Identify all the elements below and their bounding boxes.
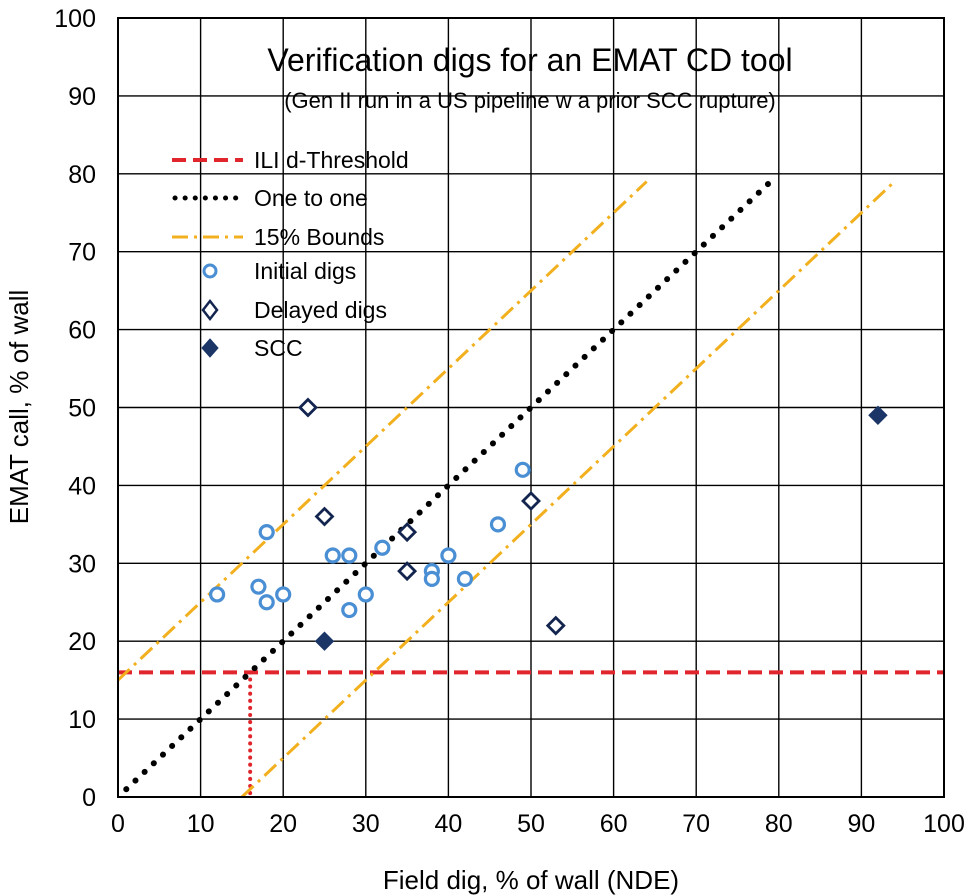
y-tick-label: 10 <box>68 706 96 734</box>
initial-dig-point <box>209 586 226 603</box>
y-tick-label: 20 <box>68 628 96 656</box>
legend-initial-label: Initial digs <box>254 258 356 284</box>
legend-scc-swatch <box>201 338 219 358</box>
initial-dig-point <box>258 524 275 541</box>
initial-dig-point <box>357 586 374 603</box>
x-tick-label: 0 <box>111 810 125 838</box>
y-tick-label: 0 <box>82 784 96 812</box>
initial-dig-point <box>341 601 358 619</box>
x-tick-label: 80 <box>765 810 793 838</box>
initial-dig-point <box>275 586 292 603</box>
x-tick-label: 100 <box>923 810 965 838</box>
x-tick-label: 90 <box>847 810 875 838</box>
chart-subtitle: (Gen II run in a US pipeline w a prior S… <box>284 88 776 113</box>
y-tick-label: 70 <box>68 239 96 267</box>
delayed-dig-point <box>397 522 418 543</box>
x-tick-label: 20 <box>269 810 297 838</box>
x-axis-label: Field dig, % of wall (NDE) <box>383 865 679 895</box>
legend-bounds-label: 15% Bounds <box>254 224 384 250</box>
legend-initial-swatch <box>202 263 218 279</box>
y-tick-label: 50 <box>68 395 96 423</box>
one-to-one-line <box>123 178 774 793</box>
x-tick-label: 10 <box>187 810 215 838</box>
y-axis-label: EMAT call, % of wall <box>4 290 34 525</box>
reference-lines <box>116 178 944 799</box>
initial-dig-point <box>456 570 474 587</box>
x-tick-labels: 0 10 20 30 40 50 60 70 80 90 100 <box>111 810 965 838</box>
chart-title: Verification digs for an EMAT CD tool <box>267 42 792 78</box>
delayed-dig-point <box>397 561 418 582</box>
x-tick-label: 30 <box>352 810 380 838</box>
delayed-dig-point <box>298 397 318 418</box>
y-tick-labels: 0 10 20 30 40 50 60 70 80 90 100 <box>54 5 96 812</box>
scc-point <box>868 405 888 425</box>
bounds-line-lower <box>240 180 896 799</box>
initial-dig-point <box>374 539 391 556</box>
delayed-dig-point <box>314 506 335 527</box>
y-tick-label: 80 <box>68 161 96 189</box>
y-tick-label: 60 <box>68 317 96 345</box>
y-tick-label: 100 <box>54 5 96 33</box>
initial-dig-point <box>514 461 531 478</box>
delayed-dig-point <box>545 615 566 636</box>
legend-one-to-one-label: One to one <box>254 185 368 211</box>
legend-scc-label: SCC <box>254 335 303 361</box>
legend-delayed-label: Delayed digs <box>254 297 387 323</box>
x-tick-label: 60 <box>600 810 628 838</box>
legend-delayed-swatch <box>201 298 219 322</box>
y-tick-label: 40 <box>68 472 96 500</box>
initial-dig-point <box>258 594 275 611</box>
legend: ILI d-Threshold One to one 15% Bounds In… <box>172 147 409 361</box>
initial-dig-point <box>423 570 440 587</box>
initial-dig-point <box>440 547 457 564</box>
data-points <box>209 397 888 651</box>
scc-point <box>314 631 335 651</box>
x-tick-label: 40 <box>434 810 462 838</box>
bounds-line-upper <box>116 180 648 682</box>
y-tick-label: 30 <box>68 550 96 578</box>
initial-dig-point <box>324 547 341 564</box>
y-tick-label: 90 <box>68 83 96 111</box>
plot-frame <box>117 17 945 798</box>
initial-dig-point <box>489 516 507 533</box>
legend-threshold-label: ILI d-Threshold <box>254 147 409 173</box>
initial-dig-point <box>341 547 358 564</box>
x-tick-label: 70 <box>682 810 710 838</box>
delayed-dig-point <box>521 491 541 511</box>
x-tick-label: 50 <box>517 810 545 838</box>
initial-dig-point <box>250 578 267 595</box>
